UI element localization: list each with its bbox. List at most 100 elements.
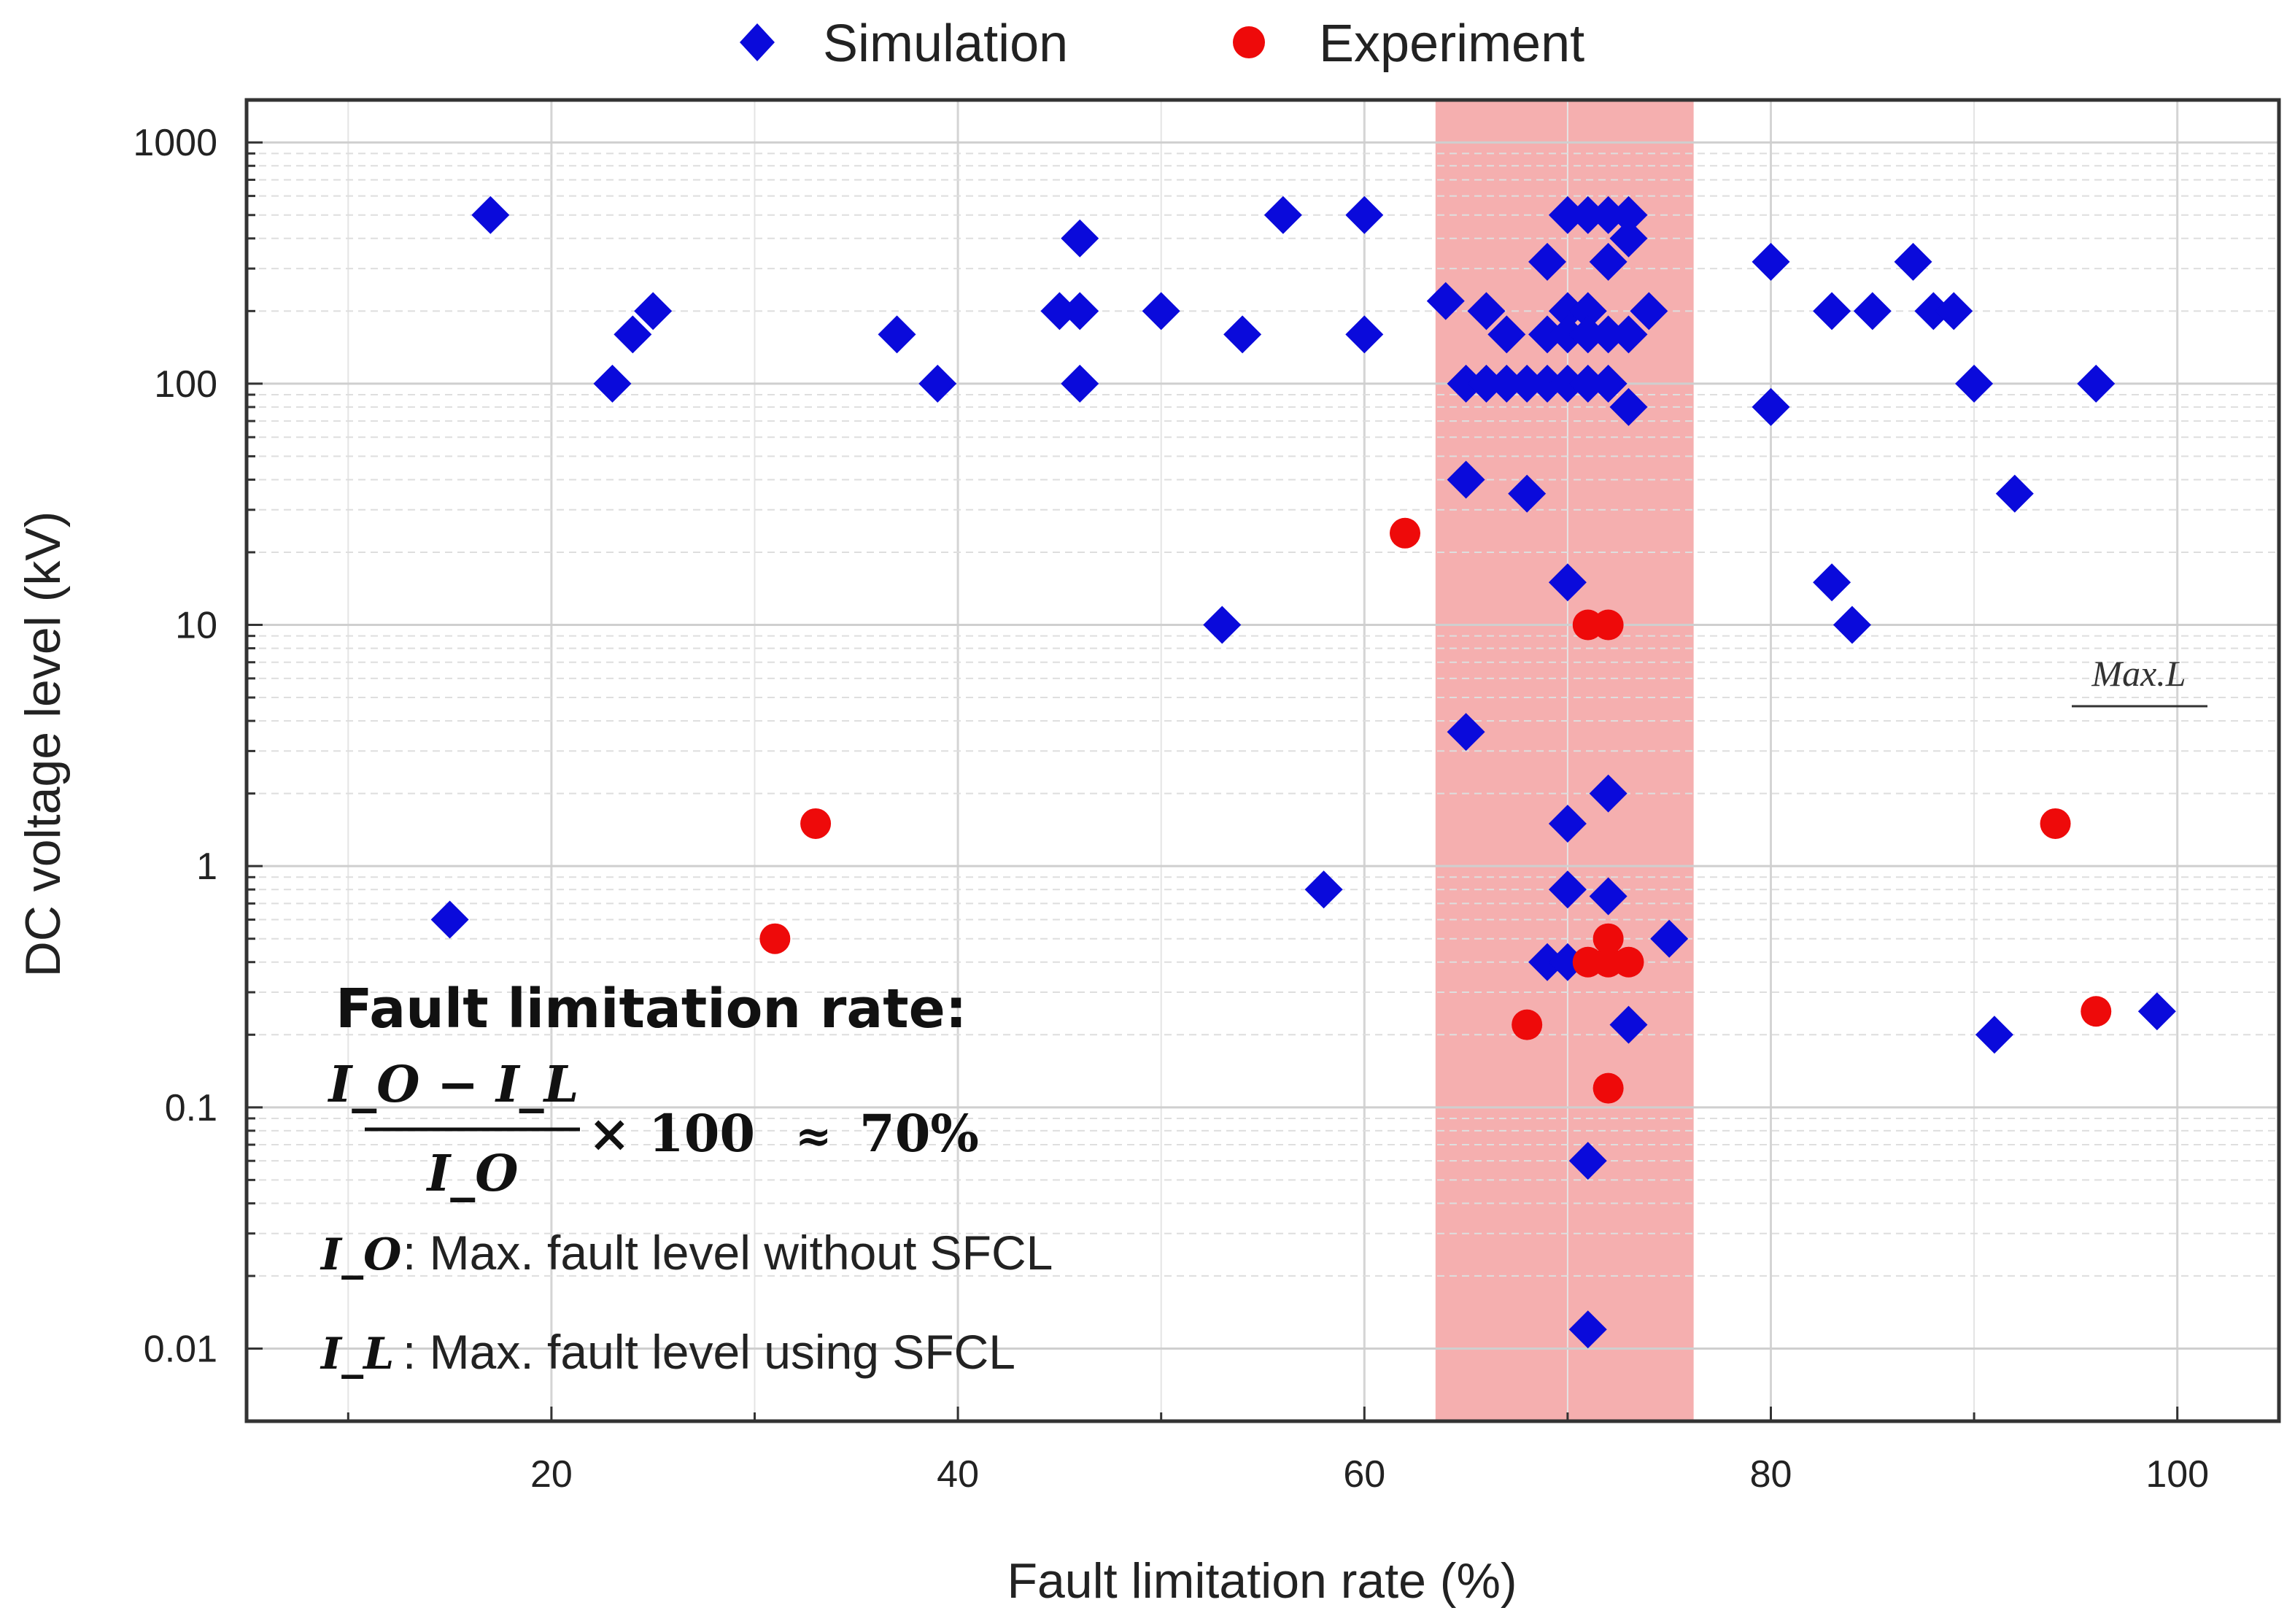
simulation-point <box>2077 364 2116 403</box>
simulation-point <box>1955 364 1994 403</box>
simulation-point <box>1752 387 1790 426</box>
simulation-point <box>471 196 510 234</box>
simulation-point <box>1548 364 1587 403</box>
x-tick-label: 80 <box>1750 1453 1792 1496</box>
simulation-point <box>1548 563 1587 602</box>
y-tick-label: 0.01 <box>144 1328 217 1370</box>
simulation-point <box>1589 315 1628 354</box>
simulation-point <box>634 292 673 330</box>
simulation-point <box>1609 387 1648 426</box>
experiment-point <box>1592 609 1624 641</box>
io-symbol: I_O <box>320 1229 401 1280</box>
simulation-point <box>1061 364 1099 403</box>
experiment-point <box>2040 808 2071 839</box>
simulation-point <box>1467 364 1506 403</box>
x-axis-title: Fault limitation rate (%) <box>1007 1553 1517 1609</box>
marker-layer <box>430 196 2176 1349</box>
x-tick-label: 60 <box>1343 1453 1385 1496</box>
simulation-point <box>593 364 632 403</box>
simulation-point <box>1630 292 1668 330</box>
simulation-point <box>1568 315 1607 354</box>
simulation-point <box>1528 315 1567 354</box>
plot-frame <box>244 98 2281 1423</box>
simulation-point <box>1467 292 1506 330</box>
x-tick-label: 20 <box>530 1453 573 1496</box>
simulation-point <box>1894 242 1932 281</box>
simulation-point <box>1548 870 1587 909</box>
formula-multiplier: × 100 <box>588 1103 755 1164</box>
x-tick-labels: 20 40 60 80 100 <box>530 1453 2209 1496</box>
simulation-point <box>1935 292 1973 330</box>
simulation-point <box>614 315 652 354</box>
simulation-point <box>1813 563 1851 602</box>
simulation-point <box>1447 460 1485 499</box>
simulation-point <box>1589 196 1628 234</box>
simulation-point <box>918 364 957 403</box>
simulation-point <box>1548 804 1587 843</box>
formula-approx: ≈ <box>795 1111 832 1162</box>
simulation-point <box>1508 474 1547 513</box>
simulation-point <box>1752 242 1790 281</box>
simulation-point <box>1528 364 1567 403</box>
experiment-point <box>759 923 791 954</box>
simulation-point <box>1589 877 1628 916</box>
simulation-point <box>1568 1142 1607 1180</box>
simulation-point <box>1447 364 1485 403</box>
simulation-point <box>1832 606 1871 644</box>
annotation-title: Fault limitation rate: <box>336 978 967 1040</box>
simulation-point <box>1568 364 1607 403</box>
io-description: : Max. fault level without SFCL <box>403 1226 1053 1280</box>
simulation-point <box>1061 292 1099 330</box>
simulation-point <box>1345 315 1384 354</box>
simulation-point <box>1040 292 1079 330</box>
legend-experiment-marker <box>1233 26 1265 58</box>
simulation-point <box>1203 606 1242 644</box>
simulation-point <box>1528 943 1567 981</box>
experiment-point <box>1390 517 1421 549</box>
simulation-point <box>1995 474 2034 513</box>
y-axis-title: DC voltage level (kV) <box>15 511 71 978</box>
simulation-point <box>1304 870 1343 909</box>
simulation-point <box>1548 315 1587 354</box>
y-tick-label: 0.1 <box>165 1087 217 1129</box>
il-symbol: I_L <box>320 1329 394 1380</box>
legend-simulation-label: Simulation <box>823 15 1068 73</box>
simulation-point <box>1223 315 1262 354</box>
simulation-point <box>1853 292 1892 330</box>
experiment-point <box>2081 996 2112 1027</box>
formula-denominator: I_O <box>425 1145 518 1203</box>
x-tick-label: 100 <box>2145 1453 2209 1496</box>
simulation-point <box>1589 364 1628 403</box>
simulation-point <box>1568 196 1607 234</box>
simulation-point <box>1548 292 1587 330</box>
y-tick-label: 10 <box>175 605 217 647</box>
simulation-point <box>1609 219 1648 258</box>
simulation-point <box>1426 282 1465 320</box>
simulation-point <box>1609 196 1648 234</box>
formula-result: 70% <box>859 1103 979 1164</box>
legend-simulation-marker <box>740 23 775 61</box>
simulation-point <box>1568 1310 1607 1349</box>
experiment-point <box>1613 946 1644 978</box>
formula-annotation: Fault limitation rate: I_O − I_L I_O × 1… <box>320 653 2207 1380</box>
max-l-label: Max.L <box>2091 653 2186 694</box>
experiment-point <box>1592 923 1624 954</box>
y-tick-labels: 0.01 0.1 1 10 100 1000 <box>133 122 217 1370</box>
y-tick-label: 100 <box>154 363 217 406</box>
simulation-point <box>1813 292 1851 330</box>
simulation-point <box>2137 992 2176 1031</box>
simulation-point <box>1975 1016 2013 1054</box>
il-description: : Max. fault level using SFCL <box>403 1325 1015 1379</box>
simulation-point <box>1345 196 1384 234</box>
simulation-point <box>1447 713 1485 751</box>
legend: Simulation Experiment <box>740 15 1584 73</box>
simulation-point <box>1061 219 1099 258</box>
simulation-point <box>1914 292 1953 330</box>
simulation-point <box>1263 196 1302 234</box>
grid-layer <box>247 100 2279 1421</box>
x-tick-label: 40 <box>937 1453 979 1496</box>
simulation-point <box>1609 315 1648 354</box>
simulation-point <box>1568 292 1607 330</box>
simulation-point <box>878 315 916 354</box>
